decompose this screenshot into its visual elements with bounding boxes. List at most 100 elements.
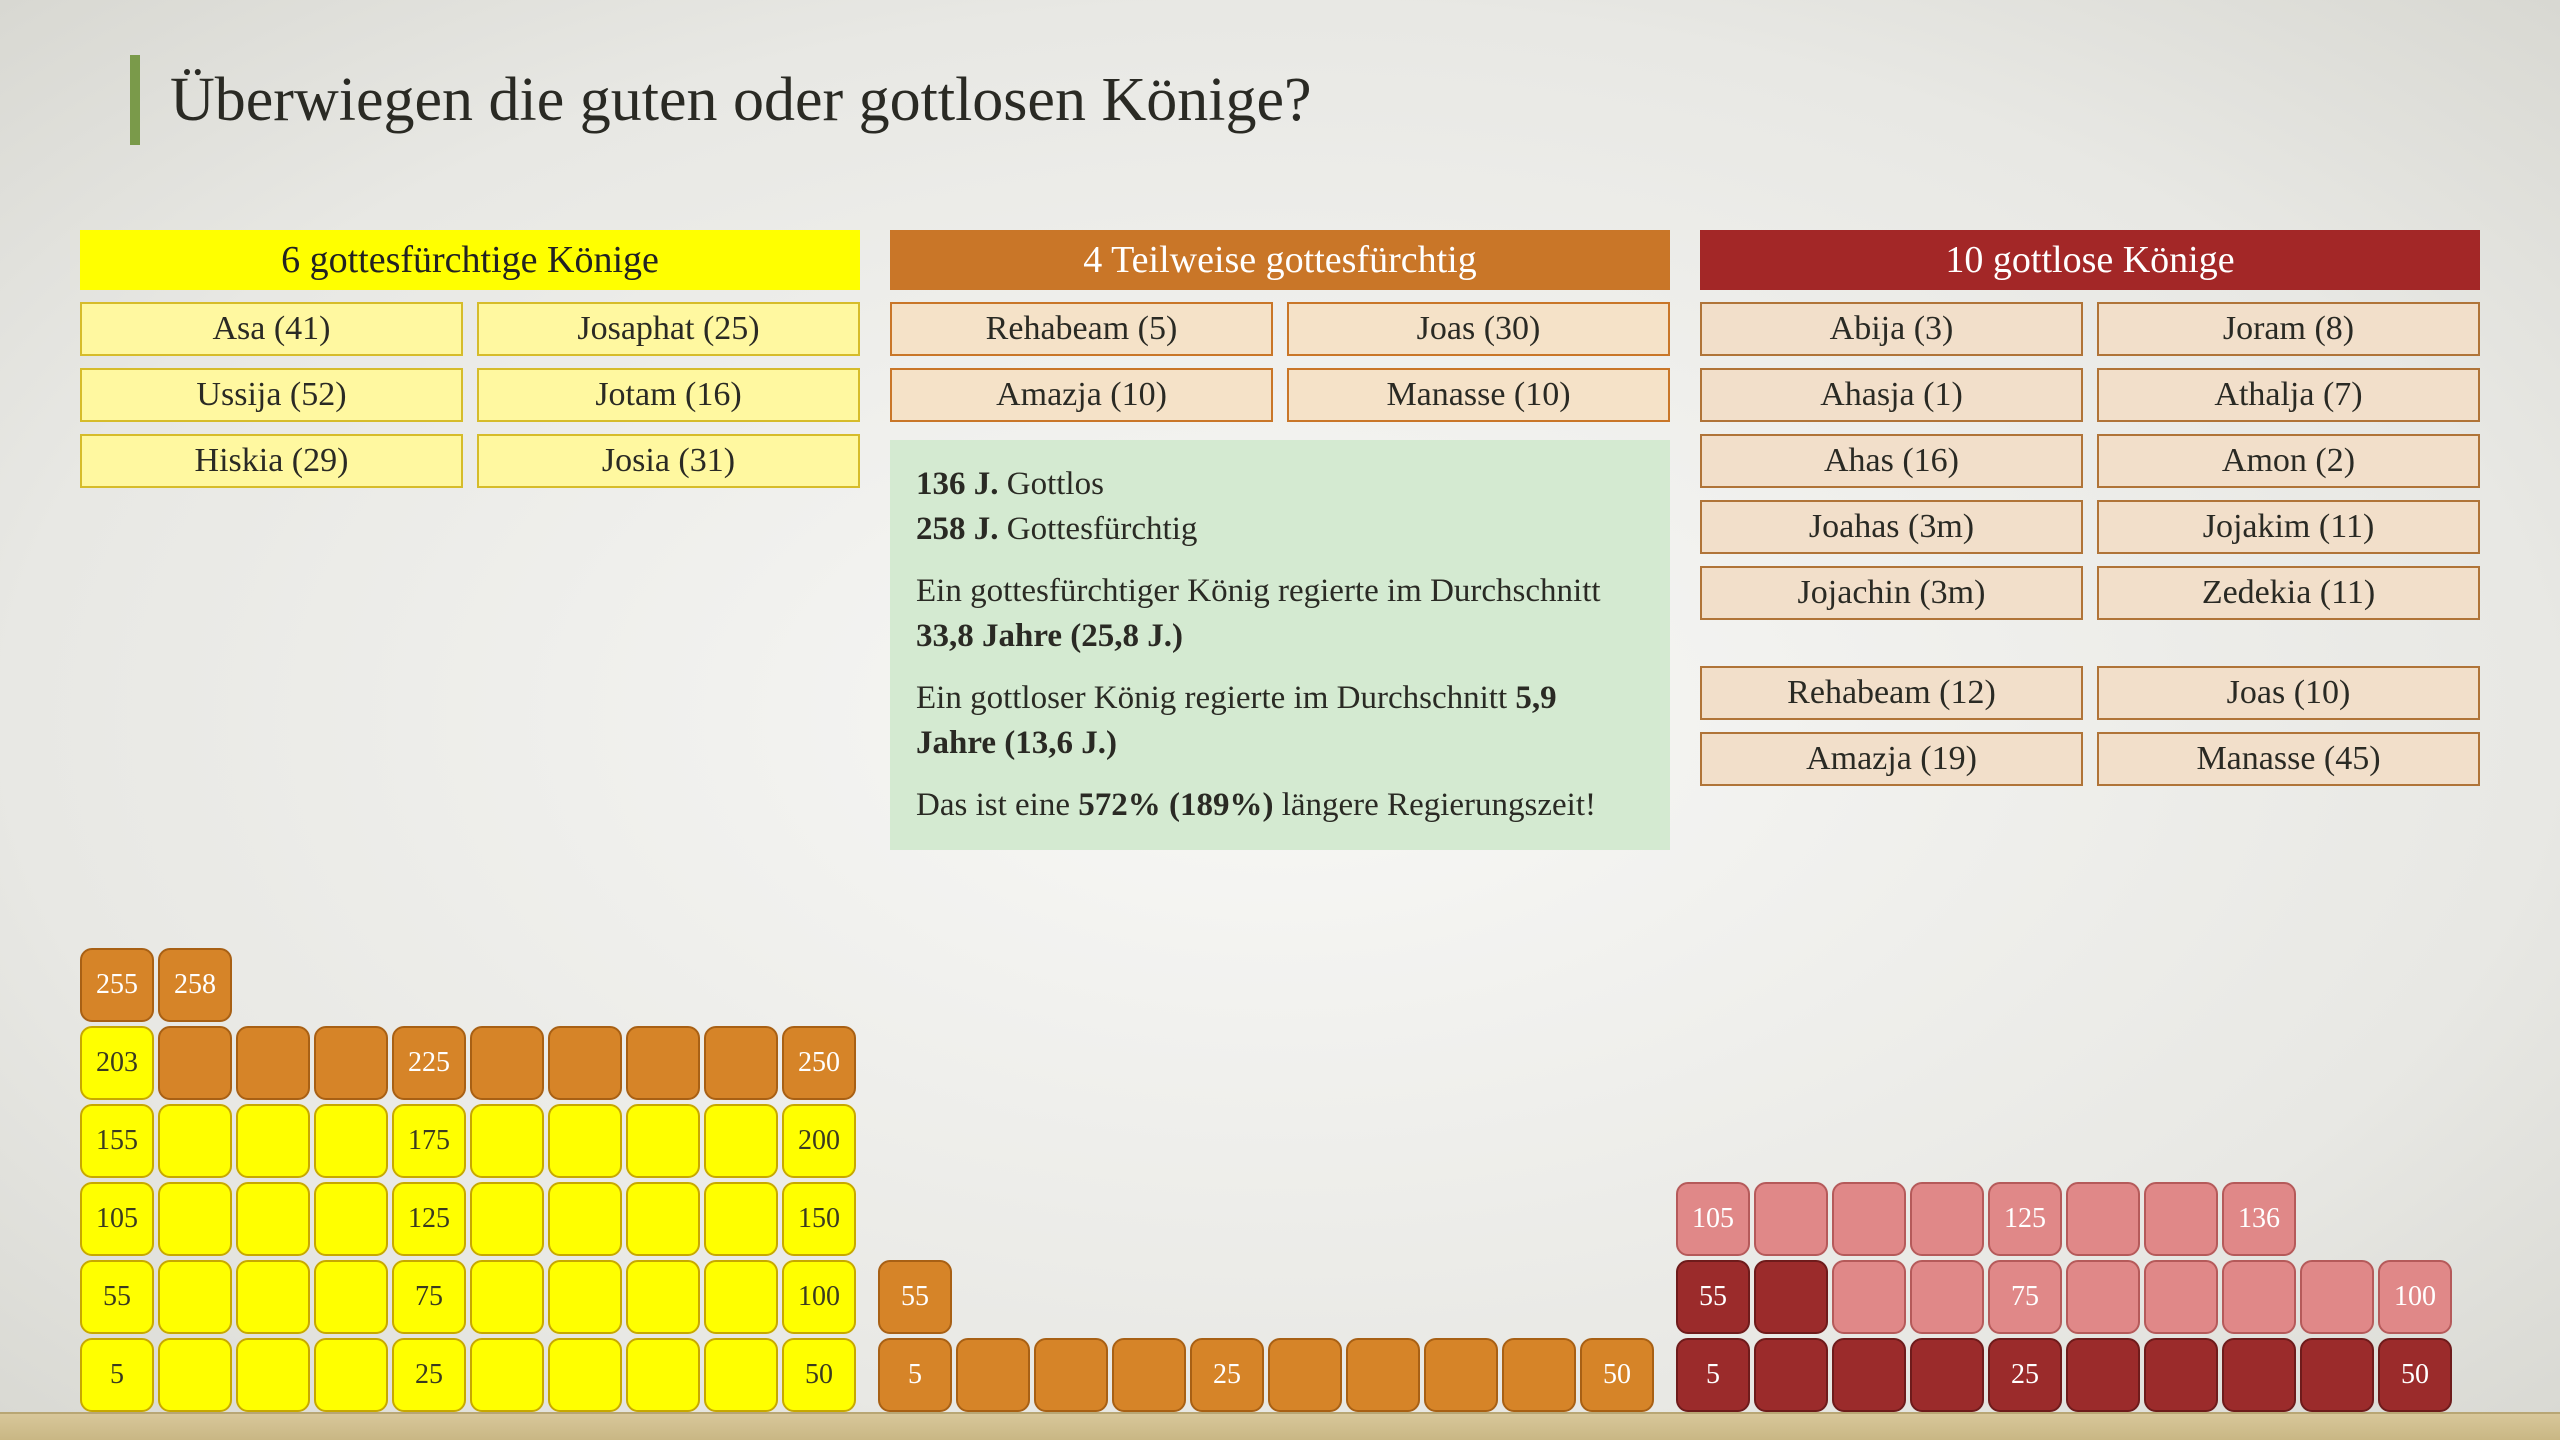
- chart-cell: [1268, 1338, 1342, 1412]
- chart-cell: [158, 1104, 232, 1178]
- row: Rehabeam (5) Joas (30): [890, 302, 1670, 356]
- chart-cell: [704, 1104, 778, 1178]
- info: 136 J.: [916, 466, 999, 502]
- chart-cell: [1754, 1338, 1828, 1412]
- king-pill: Joas (30): [1287, 302, 1670, 356]
- chart-cell: [314, 1182, 388, 1256]
- chart-cell: 75: [1988, 1260, 2062, 1334]
- chart-cell: [236, 1182, 310, 1256]
- king-pill: Asa (41): [80, 302, 463, 356]
- row: Rehabeam (12) Joas (10): [1700, 666, 2480, 720]
- chart-cell: [626, 1182, 700, 1256]
- chart-cell: [1502, 1338, 1576, 1412]
- chart-cell: 225: [392, 1026, 466, 1100]
- chart-cell: [1910, 1182, 1984, 1256]
- chart-cell-empty: [236, 948, 310, 1022]
- floor: [0, 1412, 2560, 1440]
- chart-cell: 105: [80, 1182, 154, 1256]
- chart-cell: [1832, 1338, 1906, 1412]
- chart-cell-empty: [392, 948, 466, 1022]
- chart-cell: [548, 1338, 622, 1412]
- page-title: Überwiegen die guten oder gottlosen Köni…: [170, 65, 1312, 136]
- king-pill: Ahas (16): [1700, 434, 2083, 488]
- chart-right: 105125136557510052550: [1676, 1182, 2452, 1412]
- chart-cell: 255: [80, 948, 154, 1022]
- king-pill: Ahasja (1): [1700, 368, 2083, 422]
- info: 572% (189%): [1078, 787, 1273, 823]
- chart-cell: [2300, 1338, 2374, 1412]
- chart-cell: [470, 1182, 544, 1256]
- chart-cell-empty: [470, 948, 544, 1022]
- chart-cell: [470, 1104, 544, 1178]
- header-bad: 10 gottlose Könige: [1700, 230, 2480, 290]
- chart-cell: [626, 1260, 700, 1334]
- chart-cell-empty: [1580, 1260, 1654, 1334]
- info: Gottesfürchtig: [999, 511, 1198, 547]
- chart-cell-empty: [1346, 1260, 1420, 1334]
- chart-cell: [314, 1260, 388, 1334]
- chart-cell: [236, 1338, 310, 1412]
- king-pill: Manasse (45): [2097, 732, 2480, 786]
- chart-cell: 55: [80, 1260, 154, 1334]
- chart-cell: [2066, 1260, 2140, 1334]
- header-partial: 4 Teilweise gottesfürchtig: [890, 230, 1670, 290]
- chart-cell: [1832, 1260, 1906, 1334]
- chart-cell: [2066, 1338, 2140, 1412]
- chart-cell: [626, 1338, 700, 1412]
- chart-cell: [470, 1260, 544, 1334]
- chart-cell: [2300, 1260, 2374, 1334]
- chart-cell: 5: [1676, 1338, 1750, 1412]
- chart-cell: 25: [1190, 1338, 1264, 1412]
- king-pill: Hiskia (29): [80, 434, 463, 488]
- chart-cell-empty: [1034, 1260, 1108, 1334]
- chart-cell: [1754, 1182, 1828, 1256]
- chart-cell: 150: [782, 1182, 856, 1256]
- chart-cell: [314, 1338, 388, 1412]
- chart-cell-empty: [704, 948, 778, 1022]
- chart-cell-empty: [782, 948, 856, 1022]
- chart-cell: 100: [2378, 1260, 2452, 1334]
- chart-cell: [704, 1026, 778, 1100]
- row: Ussija (52) Jotam (16): [80, 368, 860, 422]
- chart-cell: 136: [2222, 1182, 2296, 1256]
- king-pill: Jojachin (3m): [1700, 566, 2083, 620]
- chart-cell-empty: [1502, 1260, 1576, 1334]
- info: Gottlos: [999, 466, 1104, 502]
- chart-cell: 155: [80, 1104, 154, 1178]
- chart-cell: 200: [782, 1104, 856, 1178]
- chart-cell: [470, 1026, 544, 1100]
- chart-cell: [704, 1260, 778, 1334]
- chart-cell: [1754, 1260, 1828, 1334]
- king-pill: Jotam (16): [477, 368, 860, 422]
- chart-cell: [2222, 1260, 2296, 1334]
- chart-cell: 175: [392, 1104, 466, 1178]
- chart-cell: [470, 1338, 544, 1412]
- chart-cell-empty: [956, 1260, 1030, 1334]
- chart-cell: [1112, 1338, 1186, 1412]
- king-pill: Amon (2): [2097, 434, 2480, 488]
- king-pill: Zedekia (11): [2097, 566, 2480, 620]
- info: 33,8 Jahre (25,8 J.): [916, 618, 1183, 654]
- chart-cell-empty: [1268, 1260, 1342, 1334]
- chart-mid: 5552550: [878, 1260, 1654, 1412]
- king-pill: Abija (3): [1700, 302, 2083, 356]
- chart-cell: [1832, 1182, 1906, 1256]
- info: 258 J.: [916, 511, 999, 547]
- header-good: 6 gottesfürchtige Könige: [80, 230, 860, 290]
- chart-cell-empty: [626, 948, 700, 1022]
- chart-cell: [158, 1182, 232, 1256]
- chart-cell: 55: [878, 1260, 952, 1334]
- king-pill: Joas (10): [2097, 666, 2480, 720]
- row: Hiskia (29) Josia (31): [80, 434, 860, 488]
- chart-cell: 105: [1676, 1182, 1750, 1256]
- chart-cell: 125: [1988, 1182, 2062, 1256]
- king-pill: Ussija (52): [80, 368, 463, 422]
- chart-cell: [314, 1026, 388, 1100]
- chart-cell: [2066, 1182, 2140, 1256]
- chart-cell: [158, 1338, 232, 1412]
- chart-cell: [548, 1182, 622, 1256]
- chart-cell: 5: [80, 1338, 154, 1412]
- chart-cell: 203: [80, 1026, 154, 1100]
- column-bad: 10 gottlose Könige Abija (3) Joram (8) A…: [1700, 230, 2480, 850]
- chart-cell: [1910, 1260, 1984, 1334]
